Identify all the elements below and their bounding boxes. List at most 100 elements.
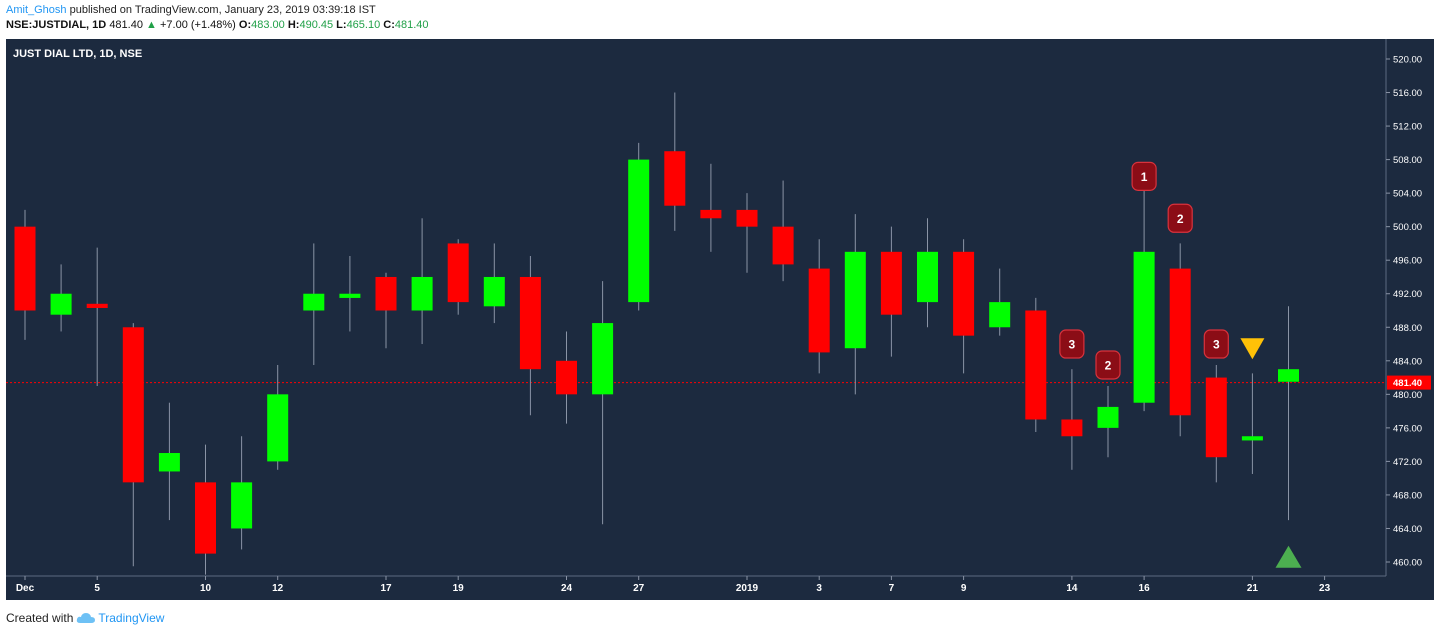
time-tick-label: 23 xyxy=(1319,583,1331,594)
count-marker-badge xyxy=(1167,203,1193,233)
high-label: H: xyxy=(287,19,300,31)
candle-down xyxy=(1061,419,1083,437)
count-marker-label: 1 xyxy=(1141,170,1148,184)
price-tick-label: 472.00 xyxy=(1393,457,1422,468)
time-tick-label: 5 xyxy=(94,583,100,594)
tradingview-brand: TradingView xyxy=(98,611,165,625)
candle-up xyxy=(339,293,361,298)
candle-up xyxy=(628,159,650,303)
candle-down xyxy=(14,226,36,311)
time-tick-label: 10 xyxy=(200,583,212,594)
high-value: 490.45 xyxy=(299,19,334,31)
candle-down xyxy=(556,360,577,395)
up-triangle-icon: ▲ xyxy=(146,19,157,31)
time-tick-label: 27 xyxy=(633,583,645,594)
candle-down xyxy=(880,251,902,315)
current-price-label: 481.40 xyxy=(1393,378,1422,389)
price-tick-label: 492.00 xyxy=(1393,289,1422,300)
candle-up xyxy=(411,276,433,311)
candle-up xyxy=(158,453,180,472)
price-tick-label: 496.00 xyxy=(1393,256,1422,267)
ohlc-line: NSE:JUSTDIAL, 1D 481.40 ▲ +7.00 (+1.48%)… xyxy=(6,18,1434,33)
candle-down xyxy=(1025,310,1047,420)
time-tick-label: 2019 xyxy=(736,583,759,594)
time-tick-label: 17 xyxy=(380,583,392,594)
publish-line: Amit_Ghosh published on TradingView.com,… xyxy=(6,3,1434,18)
price-tick-label: 476.00 xyxy=(1393,423,1422,434)
price-tick-label: 512.00 xyxy=(1393,122,1422,133)
low-label: L: xyxy=(336,19,347,31)
count-marker-label: 3 xyxy=(1069,338,1076,352)
time-tick-label: 7 xyxy=(889,583,895,594)
time-tick-label: 9 xyxy=(961,583,967,594)
candle-up xyxy=(1241,436,1263,441)
price-tick-label: 508.00 xyxy=(1393,155,1422,166)
change-value: +7.00 (+1.48%) xyxy=(159,19,236,31)
tradingview-cloud-icon xyxy=(77,613,96,623)
candle-down xyxy=(736,209,758,227)
candlestick-chart[interactable]: 520.00 516.00 512.00 508.00 504.00 500.00 496.… xyxy=(6,39,1434,600)
price-tick-label: 464.00 xyxy=(1393,524,1422,535)
chart-area[interactable]: 520.00 516.00 512.00 508.00 504.00 500.00 496.… xyxy=(6,39,1434,600)
candle-down xyxy=(86,303,108,308)
last-price: 481.40 xyxy=(109,19,143,31)
buy-signal-triangle-icon xyxy=(1275,545,1302,568)
candle-down xyxy=(700,209,722,219)
count-marker-badge xyxy=(1131,161,1157,191)
time-tick-label: Dec xyxy=(16,583,35,594)
sell-signal-triangle-icon xyxy=(1240,338,1265,360)
candle-up xyxy=(267,394,289,462)
price-tick-label: 480.00 xyxy=(1393,390,1422,401)
candle-up xyxy=(917,251,938,303)
candle-down xyxy=(1205,377,1227,458)
time-tick-label: 21 xyxy=(1247,583,1259,594)
candle-down xyxy=(195,482,216,554)
candle-up xyxy=(50,293,72,315)
candle-down xyxy=(519,276,541,370)
candle-down xyxy=(375,276,397,311)
candle-up xyxy=(303,293,325,311)
low-value: 465.10 xyxy=(346,19,381,31)
candle-up xyxy=(592,323,614,395)
time-tick-label: 12 xyxy=(272,583,284,594)
candle-up xyxy=(483,276,505,307)
author-link[interactable]: Amit_Ghosh xyxy=(6,4,67,16)
symbol-label: NSE:JUSTDIAL, 1D xyxy=(6,19,107,31)
candle-up xyxy=(844,251,866,349)
candle-down xyxy=(953,251,975,336)
candle-up xyxy=(1278,369,1299,382)
price-tick-label: 516.00 xyxy=(1393,88,1422,99)
open-value: 483.00 xyxy=(251,19,285,31)
candle-down xyxy=(122,327,144,483)
chart-header: Amit_Ghosh published on TradingView.com,… xyxy=(6,3,1434,33)
time-tick-label: 24 xyxy=(561,583,573,594)
candle-up xyxy=(1133,251,1155,403)
price-tick-label: 504.00 xyxy=(1393,189,1422,200)
close-label: C: xyxy=(383,19,395,31)
candle-up xyxy=(1097,406,1119,428)
price-tick-label: 460.00 xyxy=(1393,558,1422,569)
price-tick-label: 500.00 xyxy=(1393,222,1422,233)
footer: Created with TradingView xyxy=(6,611,164,625)
time-tick-label: 3 xyxy=(816,583,822,594)
candle-down xyxy=(1169,268,1191,416)
tradingview-link[interactable]: TradingView xyxy=(76,611,164,625)
current-price-badge xyxy=(1387,375,1431,390)
count-marker-label: 2 xyxy=(1177,212,1184,226)
candle-down xyxy=(447,243,469,303)
chart-title: JUST DIAL LTD, 1D, NSE xyxy=(13,48,143,60)
count-marker-badge xyxy=(1059,329,1085,359)
created-with-text: Created with xyxy=(6,611,74,625)
candle-up xyxy=(989,302,1011,328)
price-tick-label: 488.00 xyxy=(1393,323,1422,334)
price-tick-label: 484.00 xyxy=(1393,356,1422,367)
candle-down xyxy=(772,226,794,265)
candle-down xyxy=(664,151,686,206)
count-marker-label: 2 xyxy=(1105,358,1112,372)
price-tick-label: 468.00 xyxy=(1393,490,1422,501)
open-label: O: xyxy=(238,19,252,31)
published-text: published on TradingView.com, January 23… xyxy=(69,4,376,16)
close-value: 481.40 xyxy=(394,19,429,31)
candle-down xyxy=(808,268,830,353)
count-marker-badge xyxy=(1095,350,1121,380)
